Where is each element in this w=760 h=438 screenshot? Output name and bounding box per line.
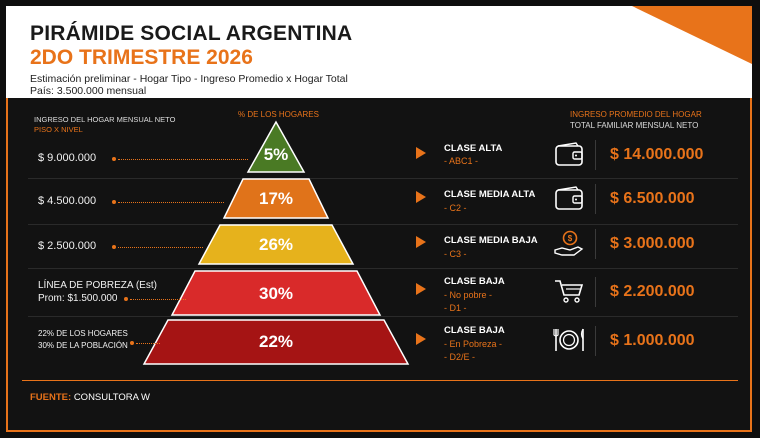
class-code: - No pobre -	[444, 290, 493, 300]
divider	[595, 184, 596, 214]
amount-value: $ 2.200.000	[610, 283, 695, 300]
footer-source: FUENTE: CONSULTORA W	[30, 392, 150, 403]
connector-line	[136, 343, 160, 344]
connector-line	[118, 202, 224, 203]
class-name: CLASE MEDIA BAJA	[444, 235, 538, 246]
arrow-right-icon	[416, 236, 426, 248]
divider	[595, 140, 596, 170]
row-divider	[28, 178, 738, 179]
population-share-label: 30% DE LA POBLACIÓN	[38, 341, 128, 350]
poverty-line-average: Prom: $1.500.000	[38, 293, 118, 304]
class-code-secondary: - D2/E -	[444, 352, 476, 362]
arrow-right-icon	[416, 333, 426, 345]
cart-icon	[555, 280, 584, 303]
connector-line	[118, 159, 248, 160]
class-code: - ABC1 -	[444, 156, 479, 166]
amount-value: $ 6.500.000	[610, 190, 695, 207]
coin-hand-icon: $	[554, 230, 584, 256]
row-divider	[28, 224, 738, 225]
pct-label: 30%	[258, 284, 294, 303]
poverty-line-label: LÍNEA DE POBREZA (Est)	[38, 280, 157, 291]
floor-value: $ 9.000.000	[38, 152, 97, 164]
floor-value: $ 4.500.000	[38, 195, 97, 207]
wallet-icon	[555, 142, 583, 166]
left-column-subtitle: PISO X NIVEL	[34, 125, 83, 134]
class-code: - C3 -	[444, 249, 467, 259]
floor-value: $ 2.500.000	[38, 240, 97, 252]
class-code-secondary: - D1 -	[444, 303, 467, 313]
connector-dot	[112, 157, 116, 161]
wallet-icon	[555, 186, 583, 210]
plate-cutlery-icon	[553, 328, 584, 351]
arrow-right-icon	[416, 283, 426, 295]
divider	[595, 277, 596, 307]
amount-value: $ 3.000.000	[610, 235, 695, 252]
row-divider	[28, 268, 738, 269]
page-subtitle: 2DO TRIMESTRE 2026	[30, 46, 253, 69]
class-code: - C2 -	[444, 203, 467, 213]
pct-label: 22%	[258, 332, 294, 351]
pct-label: 26%	[258, 235, 294, 254]
footer-source-name: CONSULTORA W	[73, 392, 150, 403]
amount-value: $ 14.000.000	[610, 146, 704, 163]
pyramid-level-baja-no-pobre	[170, 270, 382, 316]
class-name: CLASE BAJA	[444, 325, 505, 336]
divider	[595, 229, 596, 259]
class-name: CLASE BAJA	[444, 276, 505, 287]
connector-line	[118, 247, 203, 248]
page-title: PIRÁMIDE SOCIAL ARGENTINA	[30, 22, 353, 45]
pct-label: 5%	[263, 145, 289, 164]
pct-label: 17%	[258, 189, 294, 208]
row-divider	[28, 316, 738, 317]
connector-line	[130, 299, 186, 300]
corner-accent	[632, 6, 752, 64]
class-code: - En Pobreza -	[444, 339, 503, 349]
connector-dot	[130, 341, 134, 345]
footer-divider	[22, 380, 738, 381]
svg-text:$: $	[568, 234, 573, 243]
connector-dot	[112, 245, 116, 249]
pyramid-level-media-baja	[197, 224, 355, 265]
pyramid-level-baja-pobreza	[142, 319, 410, 365]
header-note-1: Estimación preliminar - Hogar Tipo - Ing…	[30, 73, 348, 85]
right-column-subtitle: TOTAL FAMILIAR MENSUAL NETO	[570, 121, 699, 130]
arrow-right-icon	[416, 191, 426, 203]
class-name: CLASE MEDIA ALTA	[444, 189, 536, 200]
pyramid-level-alta	[246, 120, 306, 173]
households-share-label: 22% DE LOS HOGARES	[38, 329, 128, 338]
left-column-title: INGRESO DEL HOGAR MENSUAL NETO	[34, 115, 176, 124]
class-name: CLASE ALTA	[444, 143, 503, 154]
amount-value: $ 1.000.000	[610, 332, 695, 349]
center-column-title: % DE LOS HOGARES	[238, 110, 319, 119]
divider	[595, 326, 596, 356]
connector-dot	[124, 297, 128, 301]
header-note-2: País: 3.500.000 mensual	[30, 85, 147, 97]
footer-label: FUENTE:	[30, 392, 72, 403]
header-panel	[6, 6, 752, 98]
connector-dot	[112, 200, 116, 204]
right-column-title: INGRESO PROMEDIO DEL HOGAR	[570, 110, 702, 119]
arrow-right-icon	[416, 147, 426, 159]
pyramid-level-media-alta	[222, 178, 330, 219]
